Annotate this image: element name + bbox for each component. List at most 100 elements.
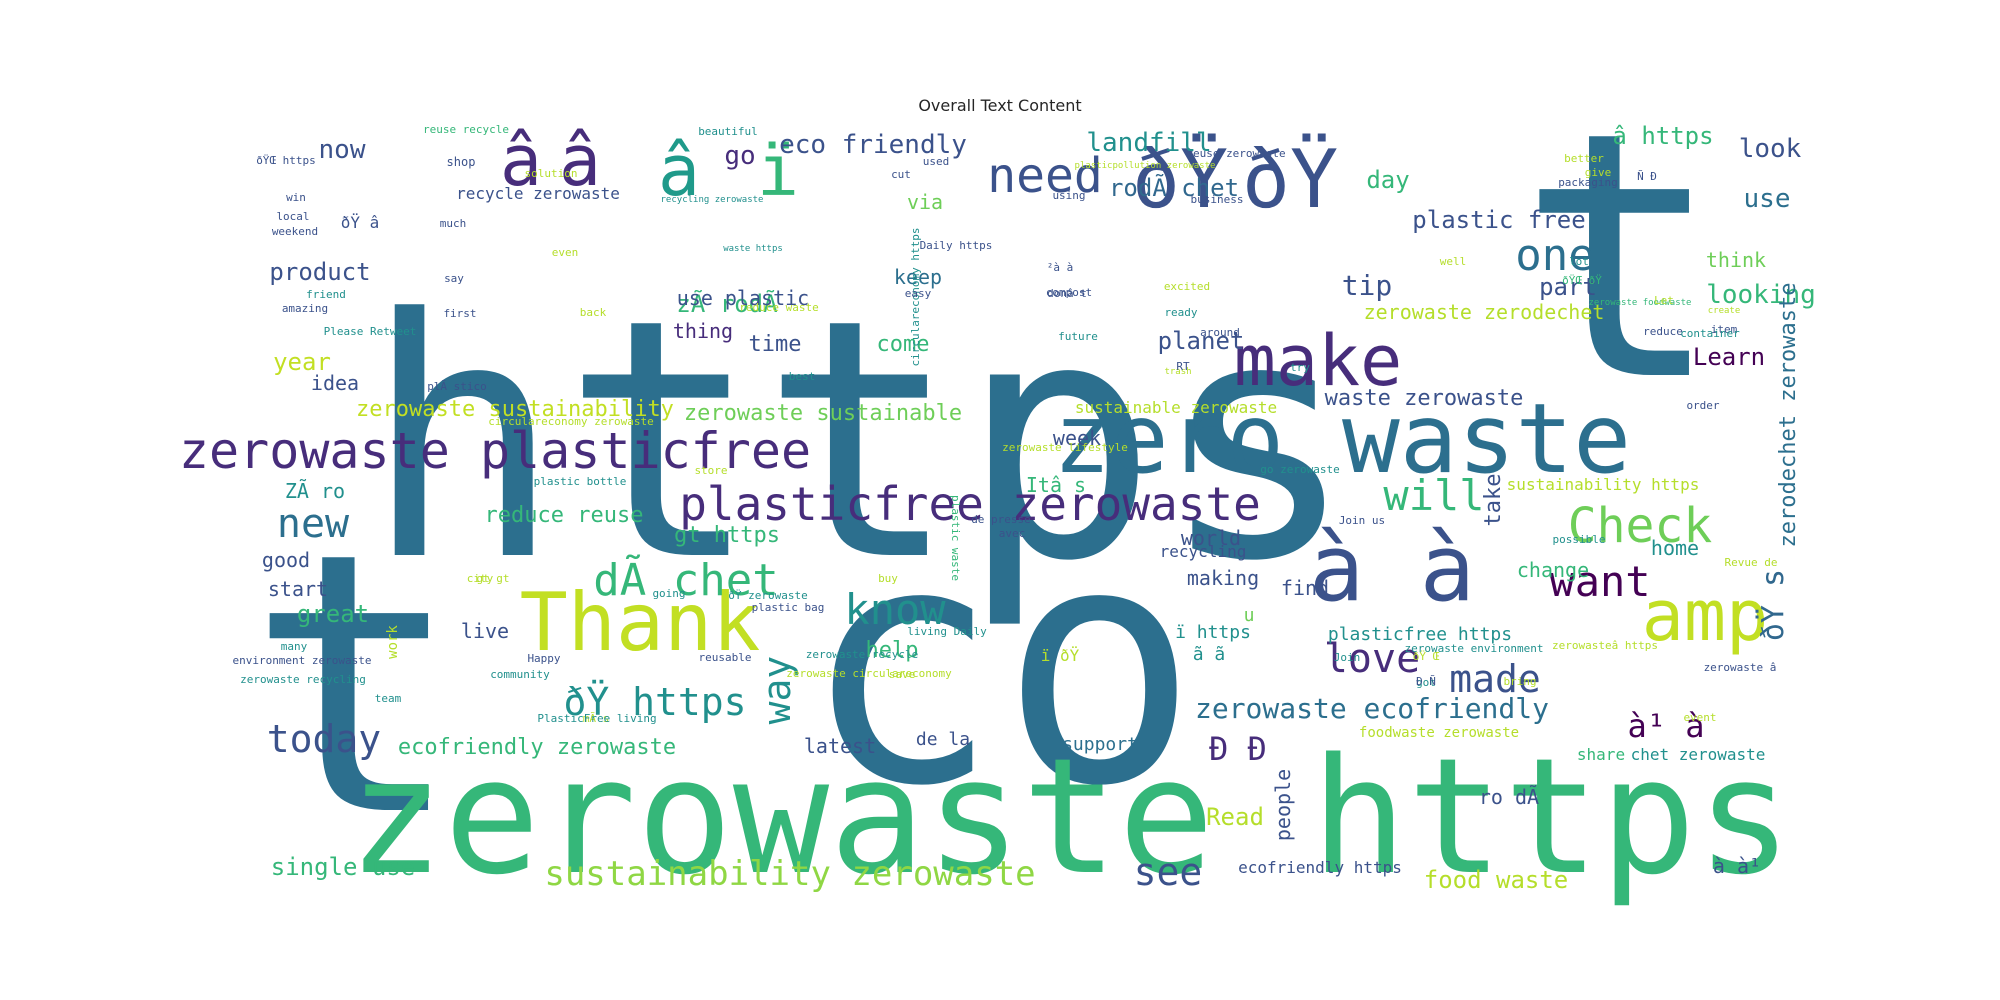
word-cloud-word: reduce [1643, 325, 1683, 338]
word-cloud-word: well [1440, 255, 1467, 268]
word-cloud-word: home [1651, 536, 1699, 560]
word-cloud-word: Learn [1693, 343, 1765, 371]
word-cloud-word: environment zerowaste [232, 654, 371, 667]
word-cloud-word: trash [1164, 367, 1191, 377]
word-cloud-word: reduce reuse [485, 503, 644, 528]
word-cloud-word: living Daily [907, 625, 987, 638]
word-cloud-word: sustainability zerowaste [544, 854, 1035, 894]
word-cloud-word: reduce waste [739, 301, 818, 314]
word-cloud-word: go zerowaste [1260, 463, 1339, 476]
word-cloud-word: Read [1206, 803, 1264, 831]
word-cloud-word: plasticpollution zerowaste [1075, 161, 1216, 171]
word-cloud-word: sustainable zerowaste [1075, 398, 1277, 417]
word-cloud-word: zerowaste plasticfree [179, 422, 811, 480]
word-cloud-word: zerodechet zerowaste [1776, 283, 1801, 548]
word-cloud-word: waste https [723, 244, 783, 254]
word-cloud-word: idea [311, 371, 359, 395]
word-cloud-word: eco friendly [779, 130, 967, 160]
word-cloud-word: give [1585, 166, 1612, 179]
word-cloud-word: Happy [527, 652, 560, 665]
word-cloud-word: made [1449, 657, 1541, 701]
word-cloud-word: using [1052, 189, 1085, 202]
word-cloud-word: way [755, 656, 799, 725]
word-cloud-word: waste zerowaste [1325, 386, 1524, 411]
word-cloud-word: ï ðŸ [1041, 646, 1080, 665]
word-cloud-word: ro dÃ [1479, 785, 1539, 809]
word-cloud-word: zerowaste environment [1404, 642, 1543, 655]
word-cloud-word: ðŸ zerowaste [728, 589, 807, 602]
word-cloud-word: week [1053, 426, 1101, 450]
word-cloud-word: say [444, 272, 464, 285]
word-cloud-word: item [1711, 323, 1738, 336]
word-cloud-word: PlasticFree living [537, 712, 656, 725]
word-cloud-word: Revue de [1725, 556, 1778, 569]
word-cloud-word: great [297, 600, 369, 628]
word-cloud-word: ðŸŒ ðŸ [1562, 274, 1602, 287]
word-cloud-word: need [987, 148, 1103, 204]
word-cloud-word: zerowaste circulareconomy [786, 667, 952, 680]
word-cloud-word: planet [1158, 327, 1245, 355]
word-cloud-word: zerowaste sustainability [356, 397, 674, 422]
word-cloud-word: Please Retweet [324, 325, 417, 338]
word-cloud-word: Itâ s [1026, 473, 1086, 497]
word-cloud-word: change [1517, 558, 1589, 582]
word-cloud-word: zerowaste foodwaste [1589, 298, 1692, 308]
word-cloud-word: foodwaste zerowaste [1359, 725, 1519, 741]
word-cloud-word: donâ t [1047, 287, 1087, 300]
word-cloud-word: people [1271, 769, 1295, 841]
word-cloud-word: compost [1046, 286, 1092, 299]
word-cloud-word: ecofriendly zerowaste [398, 735, 676, 760]
word-cloud-word: recycling [1160, 542, 1247, 561]
word-cloud-word: now [319, 135, 366, 165]
word-cloud-word: zerowaste â [1704, 661, 1777, 674]
word-cloud-word: today [267, 717, 381, 761]
word-cloud-word: start [268, 577, 328, 601]
word-cloud-word: even [552, 246, 579, 259]
word-cloud-word: want [1549, 557, 1650, 606]
word-cloud-word: single use [271, 853, 416, 881]
word-cloud-word: take [1481, 474, 1506, 527]
word-cloud-word: à à¹ [1713, 854, 1761, 878]
word-cloud-word: support [1062, 734, 1138, 755]
word-cloud-word: product [269, 258, 370, 286]
word-cloud-word: via [907, 190, 943, 214]
word-cloud-word: container [1680, 327, 1740, 340]
word-cloud-word: new [277, 501, 350, 547]
word-cloud-word: live [461, 619, 509, 643]
word-cloud-word: ðŸ https [563, 680, 746, 724]
word-cloud-word: zerowaste ecofriendly [1195, 692, 1549, 725]
word-cloud-word: gt https [674, 523, 780, 548]
word-cloud-word: thing [673, 319, 733, 343]
word-cloud-word: à¹ à [1627, 707, 1704, 745]
word-cloud-word: time [749, 332, 802, 357]
word-cloud-word: ecofriendly https [1238, 858, 1402, 877]
word-cloud-word: much [440, 217, 467, 230]
word-cloud-word: rodÃ chet [1109, 172, 1239, 202]
word-cloud-word: ðŸ s [1755, 569, 1791, 641]
word-cloud-word: make [1234, 320, 1403, 402]
word-cloud-word: many [281, 640, 308, 653]
word-cloud-word: shop [447, 155, 476, 169]
word-cloud-word: plasticfree https [1328, 624, 1512, 645]
word-cloud-word: see [1134, 850, 1203, 894]
word-cloud-word: gt gt [476, 572, 509, 585]
word-cloud-word: Let [1654, 294, 1674, 307]
word-cloud-word: good [262, 548, 310, 572]
word-cloud-word: team [375, 692, 402, 705]
word-cloud-word: packaging [1558, 176, 1618, 189]
word-cloud-word: weekend [272, 225, 318, 238]
word-cloud-word: think [1706, 248, 1766, 272]
word-cloud-word: sustainability https [1507, 475, 1700, 494]
word-cloud-word: ã ã [1193, 644, 1226, 665]
word-cloud-word: avec [999, 527, 1026, 540]
word-cloud-word: Thank [520, 576, 761, 669]
word-cloud-word: use [1744, 184, 1791, 214]
word-cloud-word: latest [804, 734, 876, 758]
word-cloud-word: Join [1334, 651, 1361, 664]
word-cloud-word: excited [1164, 280, 1210, 293]
word-cloud-word: day [1366, 166, 1409, 194]
word-cloud-word: amp [1642, 575, 1768, 657]
word-cloud-word: â https [1612, 122, 1713, 150]
word-cloud-word: beautiful [698, 125, 758, 138]
